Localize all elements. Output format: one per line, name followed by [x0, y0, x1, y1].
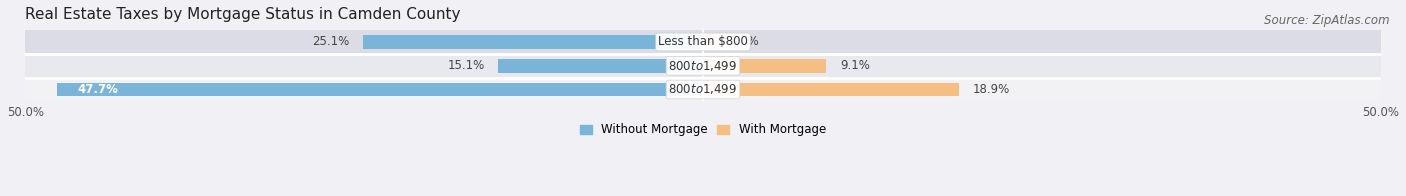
Bar	[363, 35, 703, 49]
Text: Source: ZipAtlas.com: Source: ZipAtlas.com	[1264, 14, 1389, 27]
Bar	[703, 83, 959, 96]
Bar	[25, 54, 1381, 78]
Text: 25.1%: 25.1%	[312, 35, 349, 48]
Legend: Without Mortgage, With Mortgage: Without Mortgage, With Mortgage	[576, 120, 830, 140]
Bar	[703, 59, 827, 73]
Text: $800 to $1,499: $800 to $1,499	[668, 83, 738, 96]
Text: 18.9%: 18.9%	[973, 83, 1010, 96]
Text: Less than $800: Less than $800	[658, 35, 748, 48]
Text: 1.0%: 1.0%	[730, 35, 759, 48]
Text: 9.1%: 9.1%	[839, 59, 870, 72]
Bar	[56, 83, 703, 96]
Text: 15.1%: 15.1%	[447, 59, 485, 72]
Bar	[498, 59, 703, 73]
Bar	[703, 35, 717, 49]
Text: $800 to $1,499: $800 to $1,499	[668, 59, 738, 73]
Bar	[25, 78, 1381, 101]
Text: 47.7%: 47.7%	[77, 83, 118, 96]
Bar	[25, 30, 1381, 54]
Text: Real Estate Taxes by Mortgage Status in Camden County: Real Estate Taxes by Mortgage Status in …	[25, 7, 461, 22]
